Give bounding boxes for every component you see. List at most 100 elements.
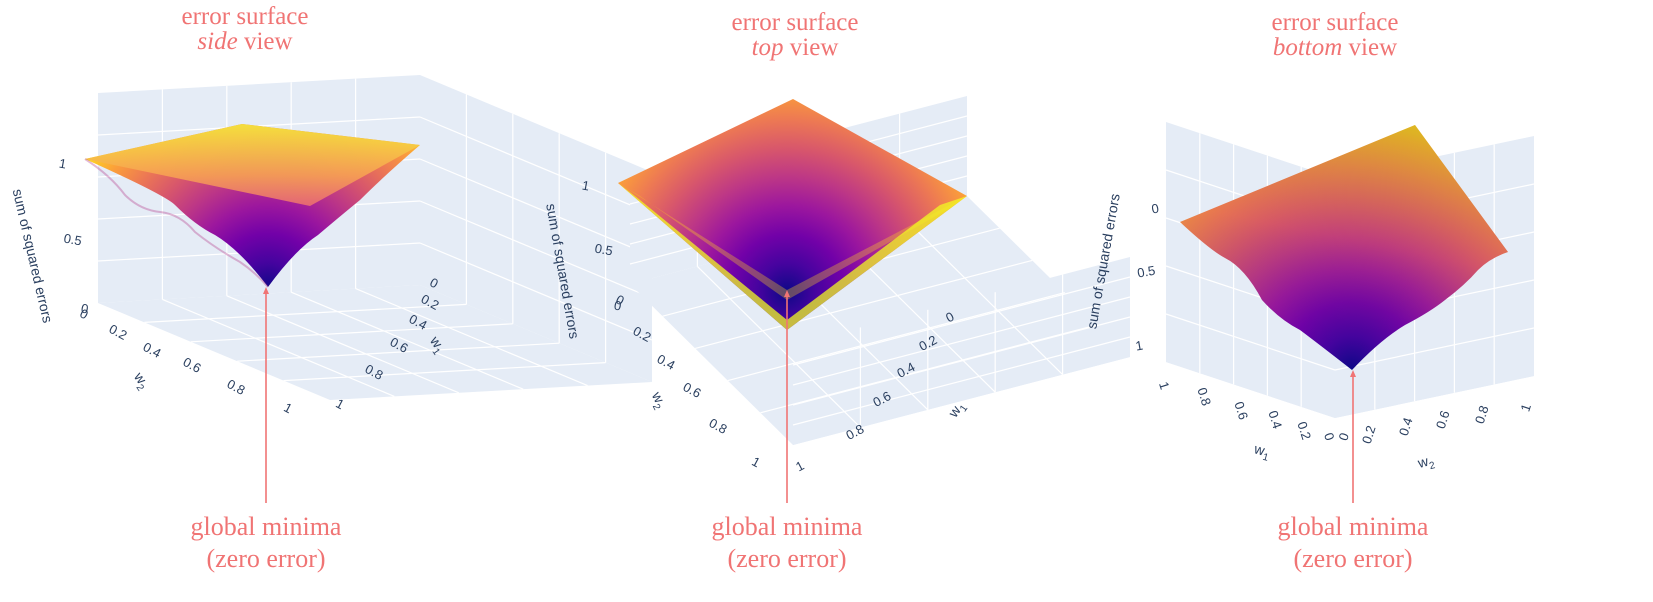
- z-tick-label: 0: [613, 298, 623, 314]
- chart-subtitle: side view: [197, 28, 292, 55]
- x-tick-label: 0.4: [894, 359, 917, 381]
- y-tick-label: 1: [281, 400, 294, 417]
- y-tick-label: 0.2: [631, 323, 654, 345]
- y-tick-label: 1: [1517, 402, 1534, 414]
- gridline: [419, 200, 653, 299]
- gridline: [355, 288, 588, 387]
- gridline: [1334, 327, 1535, 371]
- y-axis-label-subscript: 2: [650, 402, 663, 412]
- x-axis-label-subscript: 1: [1261, 452, 1270, 464]
- annotation-line-2: (zero error): [1293, 544, 1412, 573]
- chart-title: error surface: [1272, 9, 1399, 36]
- x-tick-label: 0.6: [870, 388, 893, 410]
- gridline: [419, 158, 653, 257]
- gridline: [190, 323, 513, 343]
- x-tick-label: 0: [1321, 431, 1338, 443]
- error-surface: [1180, 125, 1508, 370]
- x-tick-label: 0.8: [363, 361, 386, 383]
- gridline: [419, 116, 653, 215]
- gridline: [899, 213, 1064, 376]
- gridline: [727, 292, 1065, 382]
- gridline: [162, 298, 395, 397]
- view-name: bottom: [1273, 34, 1342, 61]
- x-tick-label: 0.8: [1194, 386, 1214, 408]
- y-tick-label: 0.6: [681, 379, 704, 401]
- gridline: [144, 303, 467, 323]
- chart-title: error surface: [182, 3, 309, 30]
- surface-back-sheet: [85, 124, 420, 206]
- z-tick-label: 0.5: [63, 231, 83, 249]
- scene-plane: [98, 285, 652, 400]
- x-tick-label: 0.6: [388, 334, 411, 356]
- gridline: [237, 342, 560, 362]
- gridline: [792, 296, 1131, 386]
- x-axis-label: w1: [1251, 440, 1273, 464]
- y-axis-label-symbol: w: [1415, 453, 1431, 472]
- tick-labels: 10.80.6 0.40.2 00 0.2 0.4 0.6 0.8 110.50: [1134, 201, 1534, 446]
- y-axis-label-subscript: 2: [1428, 460, 1437, 472]
- view-suffix: view: [1342, 34, 1397, 61]
- x-tick-label: 0.4: [1265, 409, 1285, 431]
- y-axis-label: w2: [645, 388, 671, 412]
- x-tick-label: 0.2: [916, 332, 939, 354]
- gridline: [283, 362, 606, 382]
- x-tick-label: 1: [793, 458, 806, 475]
- z-tick-label: 0: [1150, 201, 1160, 217]
- x-tick-label: 0.4: [407, 311, 430, 333]
- z-tick-label: 1: [58, 156, 68, 172]
- annotation-line-1: global minima: [1278, 512, 1429, 541]
- surface-fill: [618, 99, 967, 330]
- y-tick-label: 0.2: [1359, 424, 1379, 446]
- surface-shading: [1180, 125, 1508, 370]
- y-tick-label: 0.8: [225, 376, 248, 398]
- z-tick-label: 0.5: [594, 241, 614, 259]
- x-tick-label: 0.2: [1294, 420, 1314, 442]
- z-tick-label: 1: [1134, 338, 1144, 354]
- gridline: [97, 116, 421, 136]
- gridline: [419, 242, 653, 341]
- y-tick-label: 0.4: [655, 351, 678, 373]
- gridlines: [97, 78, 653, 397]
- y-tick-label: 0: [1335, 431, 1352, 443]
- x-tick-label: 0.2: [419, 291, 442, 313]
- annotation-line-2: (zero error): [727, 544, 846, 573]
- x-tick-label: 0.8: [843, 421, 866, 443]
- x-tick-label: 1: [1156, 380, 1173, 392]
- y-tick-label: 0.4: [141, 339, 164, 361]
- view-suffix: view: [238, 28, 293, 55]
- view-suffix: view: [784, 34, 839, 61]
- gridline: [696, 265, 861, 428]
- gridline: [792, 336, 1131, 426]
- y-tick-label: 0.2: [107, 321, 130, 343]
- scene-plane: [420, 75, 652, 382]
- scene-plane: [1166, 362, 1534, 418]
- y-tick-label: 0.8: [707, 415, 730, 437]
- view-name: side: [197, 28, 237, 55]
- chart-subtitle: bottom view: [1273, 34, 1397, 61]
- y-tick-label: 0.6: [181, 354, 204, 376]
- chart-title: error surface: [732, 9, 859, 36]
- gridline: [290, 291, 524, 390]
- annotation-line-1: global minima: [712, 512, 863, 541]
- x-axis-label-symbol: w: [1252, 440, 1268, 459]
- z-axis-label: sum of squared errors: [10, 187, 56, 324]
- y-tick-label: 0.6: [1433, 409, 1453, 431]
- x-tick-label: 0.6: [1231, 400, 1251, 422]
- gridline: [792, 276, 1131, 366]
- z-tick-label: 1: [581, 178, 591, 194]
- view-name: top: [752, 34, 784, 61]
- gridline: [1165, 313, 1336, 371]
- annotation-line-2: (zero error): [206, 544, 325, 573]
- y-axis-label: w2: [1415, 451, 1437, 475]
- gridline: [760, 324, 1098, 414]
- gridline: [792, 316, 1131, 406]
- y-axis-label-subscript: 2: [134, 383, 146, 394]
- y-tick-label: 0.4: [1396, 416, 1416, 438]
- chart-subtitle: top view: [752, 34, 839, 61]
- gridline: [695, 259, 1033, 349]
- annotation-arrowhead: [1350, 370, 1356, 377]
- z-tick-label: 0: [80, 301, 90, 317]
